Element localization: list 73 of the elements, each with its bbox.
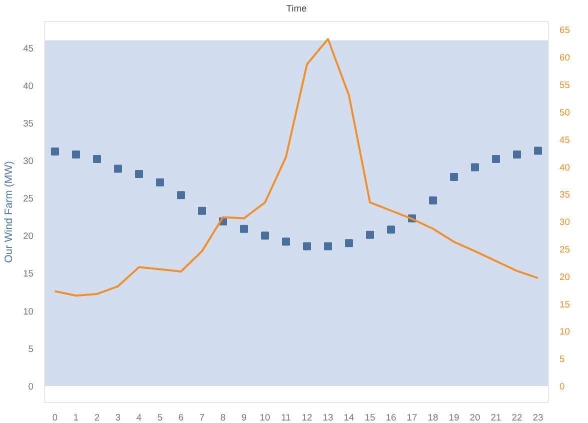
x-tick-label: 12 (302, 412, 312, 422)
x-tick-label: 0 (52, 412, 58, 422)
point (135, 170, 143, 178)
point (471, 163, 479, 172)
y2-tick-label: 45 (560, 134, 570, 145)
y2-tick-label: 5 (560, 354, 565, 364)
x-tick-label: 19 (448, 412, 460, 422)
x-tick-label: 6 (178, 412, 184, 422)
x-tick-label: 14 (344, 412, 354, 422)
y-tick-label: 25 (23, 194, 34, 204)
x-tick-label: 11 (281, 412, 291, 422)
x-tick-label: 20 (470, 412, 480, 422)
y2-tick-label: 0 (560, 382, 565, 392)
y-tick-label: 45 (23, 43, 34, 54)
y-tick-label: 40 (23, 80, 34, 91)
x-tick-label: 21 (490, 412, 502, 422)
x-tick-label: 15 (364, 412, 376, 422)
y-tick-label: 30 (23, 156, 34, 166)
point (51, 148, 59, 156)
x-tick-label: 4 (136, 412, 142, 422)
y2-tick-label: 35 (560, 190, 570, 200)
y-tick-label: 35 (23, 118, 34, 128)
x-tick-label: 1 (73, 412, 79, 422)
point (114, 164, 122, 173)
y2-tick-label: 25 (560, 244, 570, 255)
y2-tick-label: 30 (560, 217, 570, 228)
y-tick-label: 0 (28, 381, 34, 392)
point (492, 155, 500, 164)
line-series (54, 38, 539, 297)
y-tick-label: 10 (23, 306, 34, 316)
y2-tick-label: 65 (560, 25, 570, 36)
point (324, 242, 332, 250)
x-tick-label: 17 (406, 412, 418, 422)
point (282, 238, 290, 246)
point (93, 155, 101, 164)
point (156, 178, 164, 186)
point (366, 230, 374, 239)
point (240, 224, 248, 233)
point (261, 232, 269, 240)
y2-tick-label: 40 (560, 162, 570, 172)
point (387, 226, 395, 234)
x-tick-label: 8 (220, 412, 226, 422)
x-tick-label: 7 (199, 412, 205, 422)
x-tick-label: 16 (386, 412, 396, 422)
x-tick-label: 18 (428, 412, 438, 422)
point (534, 146, 542, 155)
x-tick-label: 10 (260, 412, 270, 422)
x-tick-label: 2 (94, 412, 100, 422)
y-tick-label: 20 (23, 231, 34, 242)
x-tick-label: 9 (241, 412, 247, 422)
point (198, 206, 206, 215)
y2-tick-label: 10 (560, 326, 570, 337)
x-tick-label: 13 (322, 412, 334, 422)
x-tick-label: 22 (512, 412, 522, 422)
y2-tick-label: 60 (560, 52, 570, 63)
point (450, 173, 458, 182)
y2-tick-label: 15 (560, 299, 570, 310)
y2-tick-label: 50 (560, 107, 570, 118)
y-axis-title: Our Wind Farm (MW) (3, 161, 16, 263)
x-axis-title: Time (286, 4, 307, 14)
point (345, 239, 353, 248)
point (513, 150, 521, 159)
point (303, 242, 311, 250)
y2-tick-label: 20 (560, 272, 570, 282)
point (429, 196, 437, 204)
y-tick-label: 5 (28, 344, 34, 354)
x-tick-label: 3 (115, 412, 121, 422)
y-tick-label: 15 (23, 268, 34, 279)
x-tick-label: 23 (532, 412, 544, 422)
point (72, 150, 80, 159)
point (177, 191, 185, 200)
x-tick-label: 5 (157, 412, 163, 422)
y2-tick-label: 55 (560, 80, 570, 90)
